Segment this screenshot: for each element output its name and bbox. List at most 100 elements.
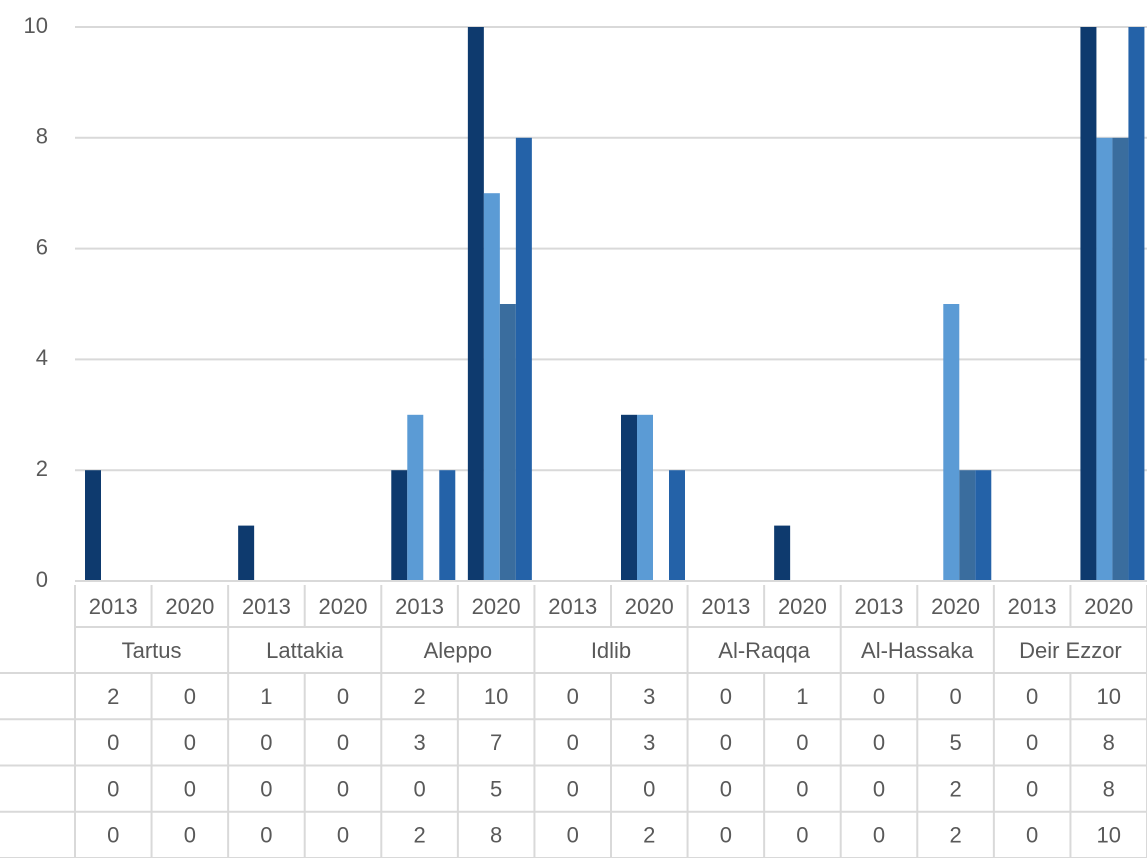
table-cell: 0 [1026, 823, 1038, 848]
group-label: Lattakia [266, 638, 344, 663]
group-label: Tartus [122, 638, 182, 663]
table-cell: 0 [1026, 730, 1038, 755]
table-cell: 0 [796, 776, 808, 801]
table-cell: 3 [413, 730, 425, 755]
group-label: Idlib [591, 638, 631, 663]
table-cell: 0 [720, 730, 732, 755]
x-tick-label: 2020 [931, 594, 980, 619]
table-cell: 0 [107, 730, 119, 755]
table-cell: 0 [720, 776, 732, 801]
y-tick-label: 8 [36, 124, 48, 149]
table-cell: 0 [184, 730, 196, 755]
x-tick-label: 2013 [855, 594, 904, 619]
table-cell: 3 [643, 684, 655, 709]
table-cell: 8 [490, 823, 502, 848]
y-tick-label: 4 [36, 345, 48, 370]
bar [85, 470, 101, 581]
bar [1096, 137, 1113, 582]
y-tick-label: 0 [36, 567, 48, 592]
table-cell: 0 [720, 684, 732, 709]
table-cell: 0 [107, 776, 119, 801]
y-tick-label: 6 [36, 234, 48, 259]
bar [774, 525, 791, 581]
table-cell: 2 [413, 823, 425, 848]
x-tick-label: 2020 [1084, 594, 1133, 619]
bar [1080, 27, 1097, 581]
table-cell: 0 [1026, 684, 1038, 709]
x-tick-label: 2020 [625, 594, 674, 619]
bar [515, 137, 532, 582]
bar [943, 304, 960, 581]
table-cell: 0 [796, 730, 808, 755]
y-tick-label: 2 [36, 456, 48, 481]
table-cell: 3 [643, 730, 655, 755]
table-cell: 0 [184, 684, 196, 709]
x-tick-label: 2013 [548, 594, 597, 619]
table-cell: 0 [567, 684, 579, 709]
bar [975, 470, 992, 581]
table-cell: 1 [796, 684, 808, 709]
table-cell: 0 [873, 684, 885, 709]
table-cell: 0 [796, 823, 808, 848]
table-cell: 0 [184, 776, 196, 801]
bar [439, 470, 456, 581]
table-cell: 2 [643, 823, 655, 848]
table-cell: 10 [1096, 684, 1120, 709]
table-cell: 0 [337, 684, 349, 709]
bar [238, 525, 255, 581]
table-cell: 10 [484, 684, 508, 709]
bar [959, 470, 976, 581]
table-cell: 5 [949, 730, 961, 755]
table-cell: 0 [337, 823, 349, 848]
x-tick-label: 2020 [319, 594, 368, 619]
bar [669, 470, 685, 581]
table-cell: 0 [260, 823, 272, 848]
bar [407, 414, 424, 581]
bar [637, 414, 653, 581]
x-tick-label: 2013 [395, 594, 444, 619]
table-cell: 0 [567, 730, 579, 755]
group-label: Al-Hassaka [861, 638, 974, 663]
table-cell: 1 [260, 684, 272, 709]
table-cell: 2 [107, 684, 119, 709]
table-cell: 2 [413, 684, 425, 709]
group-label: Al-Raqqa [718, 638, 810, 663]
table-cell: 0 [260, 776, 272, 801]
group-label: Aleppo [424, 638, 493, 663]
bar [483, 193, 500, 581]
table-cell: 0 [337, 776, 349, 801]
group-label: Deir Ezzor [1019, 638, 1122, 663]
bar [1128, 27, 1145, 581]
table-cell: 7 [490, 730, 502, 755]
bar [1112, 137, 1129, 582]
table-cell: 10 [1096, 823, 1120, 848]
table-cell: 0 [567, 776, 579, 801]
table-cell: 0 [720, 823, 732, 848]
table-cell: 0 [413, 776, 425, 801]
table-cell: 0 [184, 823, 196, 848]
table-cell: 8 [1103, 730, 1115, 755]
table-cell: 2 [949, 823, 961, 848]
table-cell: 8 [1103, 776, 1115, 801]
bar [467, 27, 484, 581]
table-cell: 0 [107, 823, 119, 848]
table-cell: 0 [337, 730, 349, 755]
x-tick-label: 2020 [165, 594, 214, 619]
x-tick-label: 2013 [1008, 594, 1057, 619]
table-cell: 0 [1026, 776, 1038, 801]
x-tick-label: 2013 [89, 594, 138, 619]
y-tick-label: 10 [24, 13, 48, 38]
bar [621, 414, 637, 581]
bar [391, 470, 408, 581]
x-tick-label: 2020 [778, 594, 827, 619]
table-cell: 0 [567, 823, 579, 848]
table-cell: 0 [643, 776, 655, 801]
table-cell: 0 [949, 684, 961, 709]
table-cell: 0 [873, 823, 885, 848]
x-tick-label: 2013 [242, 594, 291, 619]
x-tick-label: 2020 [472, 594, 521, 619]
table-cell: 0 [260, 730, 272, 755]
table-cell: 0 [873, 776, 885, 801]
x-tick-label: 2013 [701, 594, 750, 619]
